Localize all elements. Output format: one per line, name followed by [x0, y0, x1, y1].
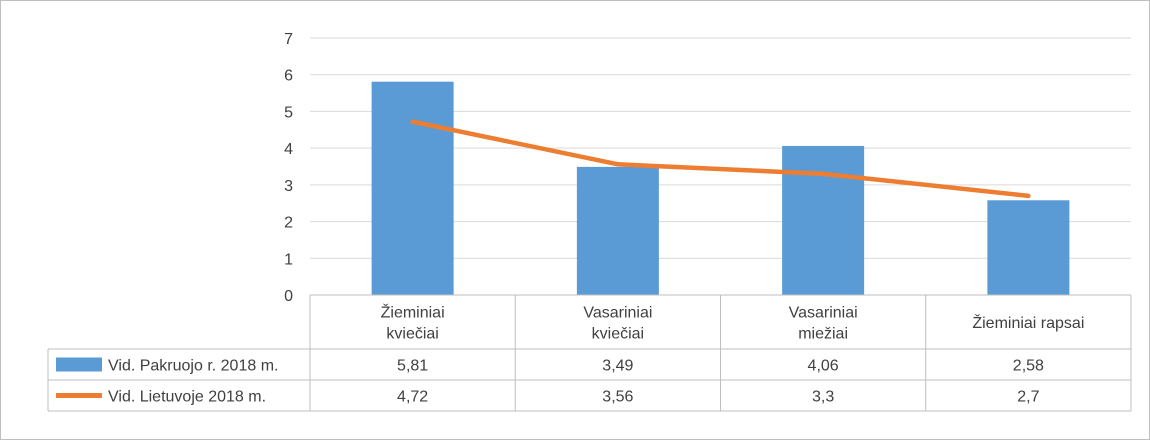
legend-series-name: Vid. Lietuvoje 2018 m. — [108, 389, 266, 406]
category-label: Vasariniai — [583, 305, 652, 322]
category-label: Vasariniai — [789, 305, 858, 322]
data-value-label: 2,58 — [1013, 358, 1044, 375]
bar-1 — [371, 81, 454, 295]
data-value-label: 5,81 — [397, 358, 428, 375]
category-label: kviečiai — [592, 326, 644, 343]
data-value-label: 3,56 — [602, 389, 633, 406]
y-tick-label: 3 — [284, 178, 293, 195]
legend-key-bar — [56, 357, 102, 372]
category-label: Žieminiai — [381, 303, 445, 322]
y-tick-label: 6 — [284, 68, 293, 85]
y-tick-label: 2 — [284, 215, 293, 232]
category-label: Žieminiai rapsai — [972, 313, 1084, 332]
data-value-label: 3,49 — [602, 358, 633, 375]
data-value-label: 2,7 — [1017, 389, 1039, 406]
y-tick-label: 7 — [284, 31, 293, 48]
y-tick-label: 5 — [284, 104, 293, 121]
y-tick-label: 4 — [284, 141, 293, 158]
data-value-label: 4,72 — [397, 389, 428, 406]
y-tick-label: 0 — [284, 288, 293, 305]
category-label: miežiai — [798, 326, 848, 343]
bar-3 — [782, 145, 865, 295]
legend-series-name: Vid. Pakruojo r. 2018 m. — [108, 358, 278, 375]
bar-2 — [576, 166, 659, 295]
data-value-label: 4,06 — [808, 358, 839, 375]
data-value-label: 3,3 — [812, 389, 834, 406]
line-series — [410, 119, 1031, 199]
y-tick-label: 1 — [284, 251, 293, 268]
category-label: kviečiai — [386, 326, 438, 343]
bar-4 — [987, 200, 1070, 295]
